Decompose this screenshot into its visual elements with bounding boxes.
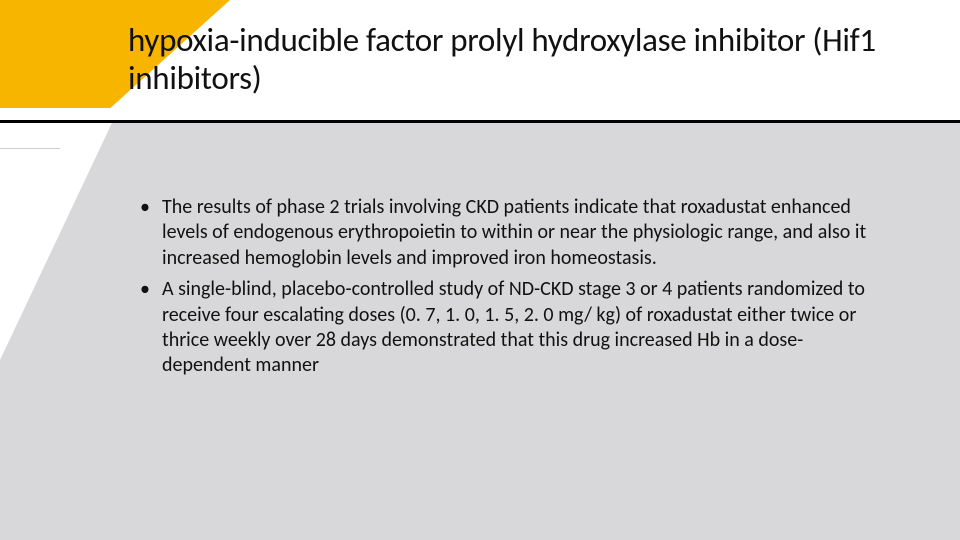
header-divider: [0, 120, 960, 123]
thin-divider: [0, 148, 60, 149]
slide: hypoxia-inducible factor prolyl hydroxyl…: [0, 0, 960, 540]
slide-body: The results of phase 2 trials involving …: [140, 195, 870, 385]
list-item: A single-blind, placebo-controlled study…: [140, 277, 870, 379]
list-item: The results of phase 2 trials involving …: [140, 195, 870, 271]
bullet-list: The results of phase 2 trials involving …: [140, 195, 870, 379]
slide-title: hypoxia-inducible factor prolyl hydroxyl…: [128, 22, 920, 98]
